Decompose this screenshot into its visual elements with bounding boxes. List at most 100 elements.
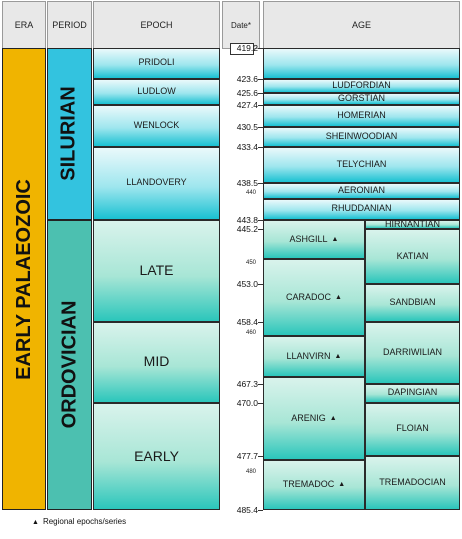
date-tick — [258, 456, 263, 458]
age-sheinwoodian-label: SHEINWOODIAN — [325, 131, 398, 142]
age-dapingian-label: DAPINGIAN — [387, 387, 438, 398]
epoch-wenlock: WENLOCK — [93, 105, 220, 148]
date-label: 485.4 — [236, 505, 258, 515]
age-sandbian-label: SANDBIAN — [389, 296, 436, 307]
regional-series-caradoc: CARADOC ▲ — [263, 259, 365, 337]
era-label: EARLY PALAEOZOIC — [12, 178, 35, 380]
date-label: 443.8 — [236, 214, 258, 225]
age-floian: FLOIAN — [365, 402, 460, 457]
age-tremadocian: TREMADOCIAN — [365, 456, 460, 510]
age-aeronian-label: AERONIAN — [337, 184, 385, 195]
age-sheinwoodian: SHEINWOODIAN — [263, 126, 460, 148]
date-tick — [258, 383, 263, 385]
age-homerian: HOMERIAN — [263, 105, 460, 127]
age-gorstian-label: GORSTIAN — [337, 92, 385, 103]
date-minor-label: 450 — [245, 259, 256, 266]
triangle-icon: ▲ — [32, 519, 39, 526]
regional-series-arenig: ARENIG ▲ — [263, 376, 365, 461]
age-ludfordian-label: LUDFORDIAN — [332, 79, 391, 90]
age-floian-label: FLOIAN — [396, 423, 429, 434]
triangle-icon: ▲ — [338, 481, 346, 489]
regional-series-llanvirn: LLANVIRN ▲ — [263, 336, 365, 377]
period-silurian: SILURIAN — [47, 48, 92, 220]
regional-series-ashgill-label: ASHGILL — [289, 233, 328, 244]
header-age-label: AGE — [351, 20, 371, 30]
age-rhuddanian: RHUDDANIAN — [263, 198, 460, 220]
header-epoch: EPOCH — [93, 1, 220, 49]
age-homerian-label: HOMERIAN — [337, 110, 386, 121]
date-label: 433.4 — [236, 142, 258, 153]
period-label: SILURIAN — [58, 86, 81, 182]
epoch-wenlock-label: WENLOCK — [133, 120, 180, 131]
date-label: 438.5 — [236, 177, 258, 188]
date-label: 425.6 — [236, 87, 258, 98]
header-epoch-label: EPOCH — [140, 20, 173, 30]
date-label: 453.0 — [236, 278, 258, 289]
age-rhuddanian-label: RHUDDANIAN — [331, 203, 392, 214]
epoch-late-label: LATE — [139, 261, 174, 278]
date-tick — [258, 219, 263, 221]
epoch-llandovery: LLANDOVERY — [93, 147, 220, 220]
epoch-pridoli: PRIDOLI — [93, 48, 220, 79]
date-tick — [258, 402, 263, 404]
triangle-icon: ▲ — [329, 414, 337, 422]
epoch-mid: MID — [93, 321, 220, 403]
age-hirnantian-label: HIRNANTIAN — [384, 218, 440, 229]
period-ordovician: ORDOVICIAN — [47, 219, 92, 510]
regional-series-llanvirn-label: LLANVIRN — [286, 350, 331, 361]
date-tick — [258, 229, 263, 231]
epoch-early-label: EARLY — [134, 447, 179, 464]
date-minor-label: 460 — [245, 329, 256, 336]
triangle-icon: ▲ — [335, 293, 342, 301]
age-sandbian: SANDBIAN — [365, 283, 460, 322]
age-gorstian: GORSTIAN — [263, 92, 460, 106]
epoch-pridoli-label: PRIDOLI — [138, 57, 175, 68]
date-tick — [258, 48, 263, 49]
regional-series-arenig-label: ARENIG — [291, 412, 326, 423]
epoch-llandovery-label: LLANDOVERY — [126, 177, 187, 188]
date-label: 430.5 — [236, 121, 258, 132]
date-tick — [258, 78, 263, 80]
date-label: 427.4 — [236, 100, 258, 111]
date-minor-label: 480 — [245, 469, 256, 476]
triangle-icon: ▲ — [334, 352, 342, 360]
date-column: 419.2 423.6 425.6 427.4 430.5 433.4 438.5 443.8… — [222, 0, 263, 539]
epoch-ludlow-label: LUDLOW — [137, 86, 176, 97]
date-label: 477.7 — [236, 451, 258, 462]
date-start-marker — [230, 43, 254, 55]
age-ludfordian: LUDFORDIAN — [263, 78, 460, 93]
date-tick — [258, 105, 263, 107]
header-date: Date* — [222, 1, 260, 49]
age-hirnantian: HIRNANTIAN — [365, 218, 460, 230]
regional-series-caradoc-label: CARADOC — [286, 291, 332, 302]
header-era: ERA — [2, 1, 46, 49]
date-label: 445.2 — [236, 224, 258, 235]
age-blank — [263, 48, 460, 79]
date-tick — [258, 510, 263, 511]
epoch-late: LATE — [93, 219, 220, 322]
date-label: 467.3 — [236, 378, 258, 389]
header-period-label: PERIOD — [52, 20, 87, 30]
age-aeronian: AERONIAN — [263, 182, 460, 199]
age-tremadocian-label: TREMADOCIAN — [379, 477, 446, 488]
date-tick — [258, 147, 263, 149]
regional-series-tremadoc-label: TREMADOC — [282, 479, 335, 490]
header-date-label: Date* — [230, 20, 251, 30]
age-telychian: TELYCHIAN — [263, 147, 460, 183]
epoch-mid-label: MID — [143, 353, 170, 370]
epoch-early: EARLY — [93, 402, 220, 510]
date-label: 458.4 — [236, 316, 258, 327]
period-label: ORDOVICIAN — [58, 300, 81, 429]
date-tick — [258, 126, 263, 128]
date-tick — [258, 321, 263, 323]
date-minor-label: 440 — [245, 190, 256, 197]
date-label: 419.2 — [236, 43, 258, 53]
header-age: AGE — [263, 1, 460, 49]
age-darriwilian: DARRIWILIAN — [365, 321, 460, 384]
date-tick — [258, 283, 263, 285]
footnote: ▲ Regional epochs/series — [32, 517, 126, 526]
age-katian-label: KATIAN — [396, 250, 429, 261]
date-tick — [258, 182, 263, 184]
age-darriwilian-label: DARRIWILIAN — [382, 346, 442, 357]
